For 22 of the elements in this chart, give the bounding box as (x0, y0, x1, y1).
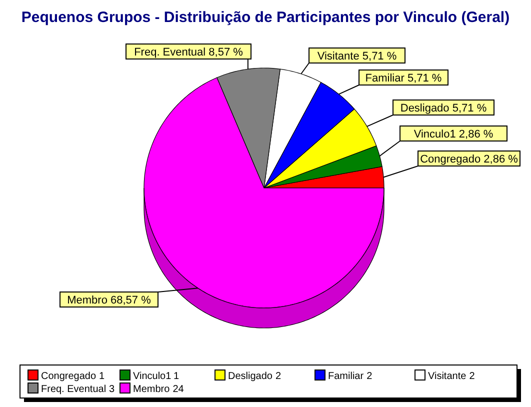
legend-label: Congregado (41, 371, 96, 382)
legend-label: Membro (133, 384, 170, 395)
legend-label: Familiar (328, 371, 364, 382)
category-label: Congregado 2,86 % (420, 154, 518, 166)
category-label: Desligado 5,71 % (400, 102, 487, 114)
legend-label: Freq. Eventual (41, 384, 106, 395)
text: 1 (173, 371, 180, 382)
text: 1 (99, 371, 106, 382)
text: 2 (366, 371, 373, 382)
text: 3 (109, 384, 116, 395)
category-label: Visitante 5,71 % (317, 50, 397, 62)
text: 2 (275, 371, 282, 382)
category-label: Vinculo1 2,86 % (414, 128, 494, 140)
category-label: Freq. Eventual 8,57 % (134, 46, 243, 58)
legend-label: Vinculo1 (133, 371, 170, 382)
category-label: Familiar 5,71 % (365, 72, 442, 84)
text: 2 (469, 371, 476, 382)
category-label: Membro 68,57 % (67, 294, 151, 306)
legend-label: Desligado (228, 371, 272, 382)
chart-title: Pequenos Grupos - Distribuição de Participantes por Vinculo (Geral) (21, 9, 510, 26)
legend-label: Visitante (428, 371, 466, 382)
text: 24 (172, 384, 184, 395)
